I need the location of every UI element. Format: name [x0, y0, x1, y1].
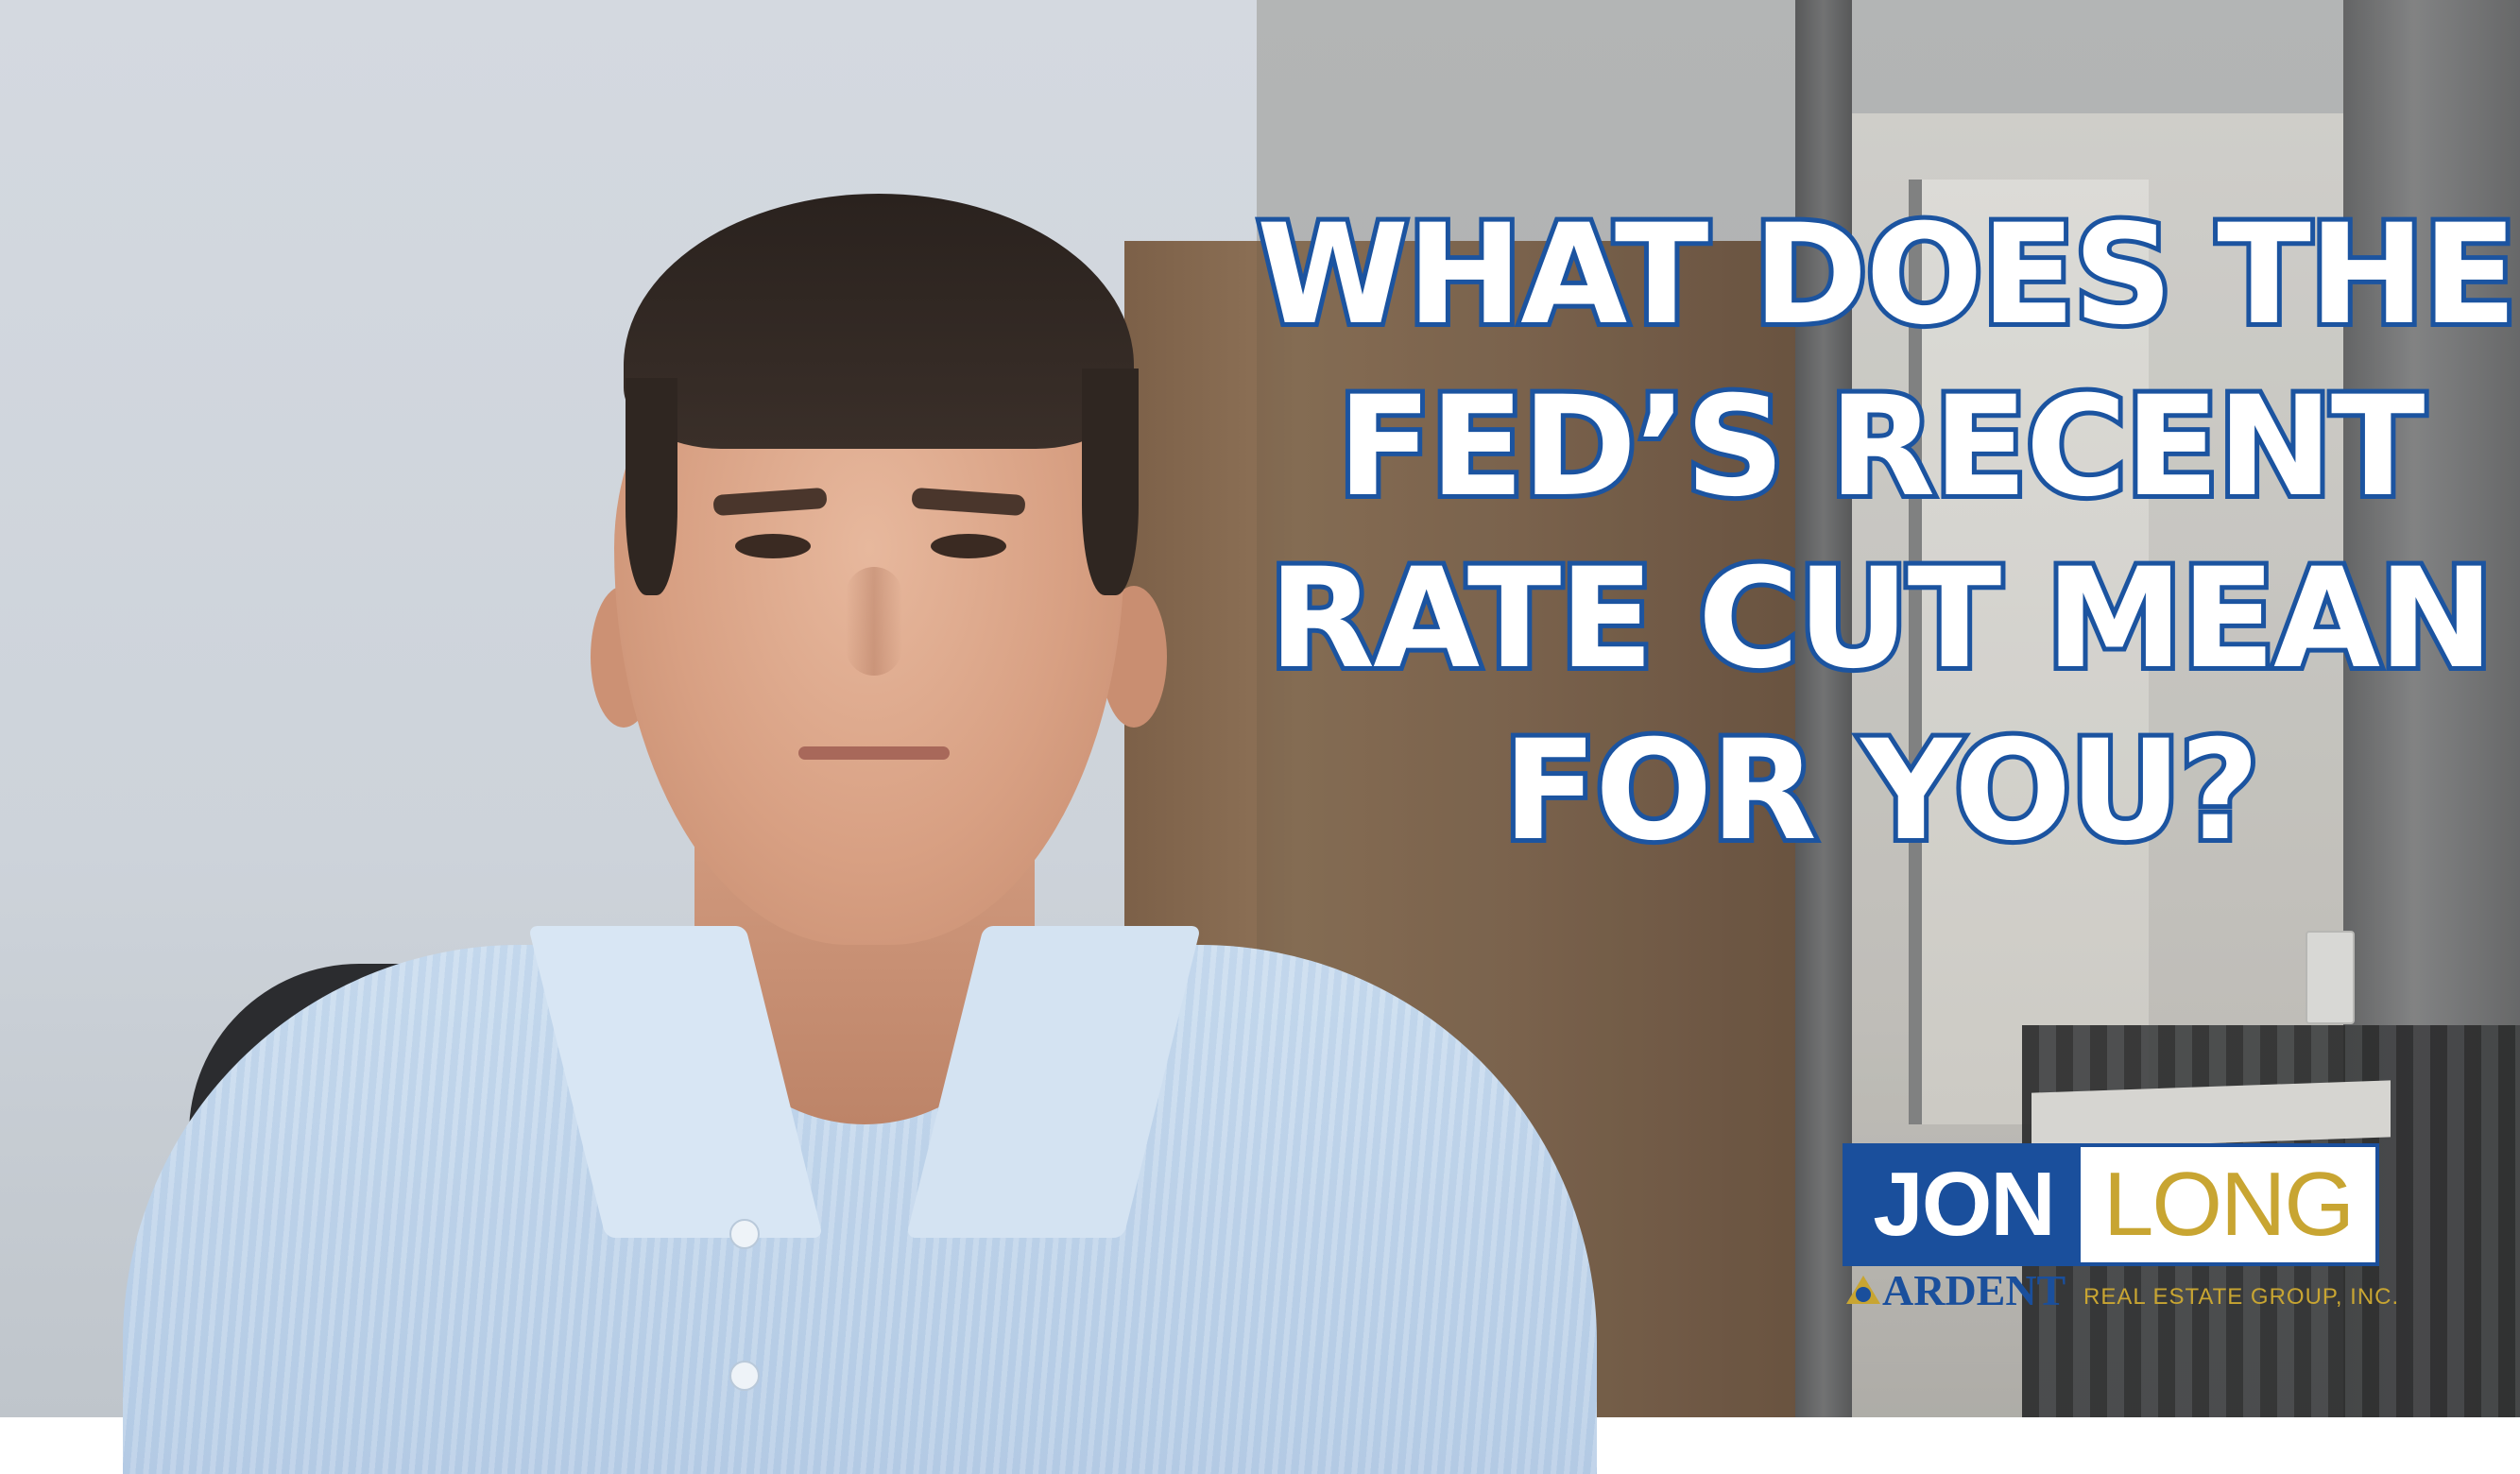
headline-line-3: RATE CUT MEAN: [1264, 534, 2499, 704]
headline-line-1: WHAT DOES THE: [1252, 190, 2520, 360]
lion-mark-icon: [1846, 1276, 1880, 1304]
headline-line-4: FOR YOU?: [1499, 706, 2265, 876]
shirt-button: [729, 1219, 760, 1249]
mouth: [798, 746, 950, 760]
hair-side-left: [626, 378, 677, 595]
eye-right: [931, 534, 1006, 558]
hallway-door: [1909, 180, 2149, 1124]
light-switch: [2306, 931, 2355, 1024]
logo-brokerage: ARDENT REAL ESTATE GROUP, INC.: [1843, 1266, 2398, 1314]
headline: WHAT DOES THE FED’S RECENT RATE CUT MEAN…: [1252, 189, 2520, 877]
jon-long-logo: JON LONG ARDENT REAL ESTATE GROUP, INC.: [1843, 1143, 2398, 1314]
hair: [624, 194, 1134, 449]
logo-first-name: JON: [1846, 1147, 2081, 1262]
hair-side-right: [1082, 368, 1139, 595]
nose: [846, 567, 902, 676]
logo-brand: ARDENT: [1882, 1266, 2066, 1314]
headline-line-2: FED’S RECENT: [1333, 362, 2430, 532]
shirt-button: [729, 1361, 760, 1391]
presenter: [123, 194, 1597, 1474]
eye-left: [735, 534, 811, 558]
logo-tagline: REAL ESTATE GROUP, INC.: [2083, 1284, 2400, 1310]
logo-last-name: LONG: [2102, 1154, 2355, 1255]
logo-name-box: JON LONG: [1843, 1143, 2379, 1266]
